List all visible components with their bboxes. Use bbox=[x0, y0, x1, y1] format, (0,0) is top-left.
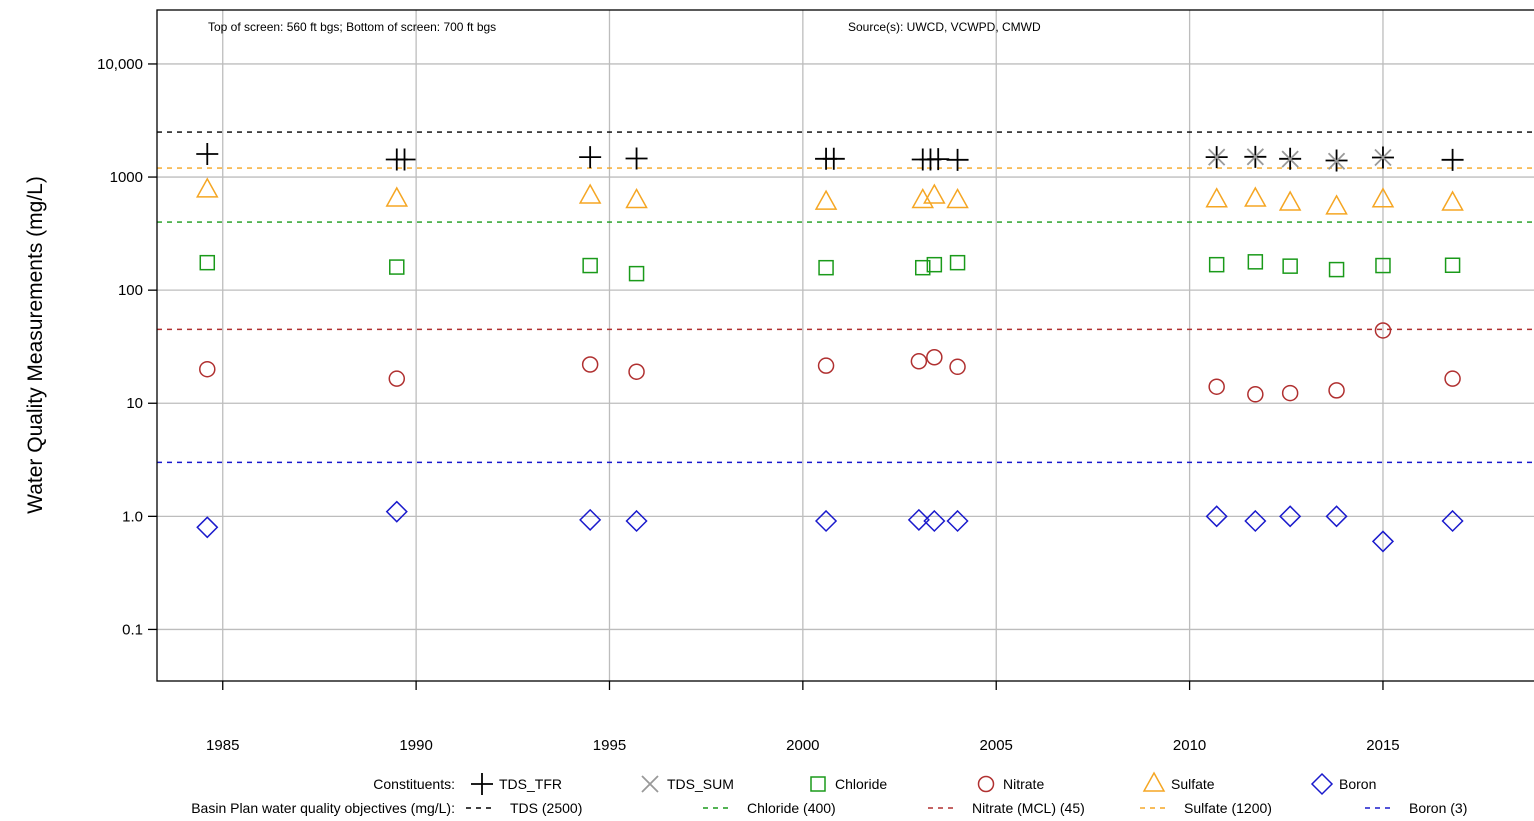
x-axis: 1985 1990 1995 2000 2005 2010 2015 bbox=[206, 681, 1400, 754]
legend-label-tds-tfr: TDS_TFR bbox=[499, 776, 562, 792]
point-nitrate bbox=[583, 357, 598, 372]
point-sulfate bbox=[580, 185, 600, 203]
point-sulfate bbox=[197, 179, 217, 197]
point-nitrate bbox=[819, 358, 834, 373]
x-tick-label: 1995 bbox=[593, 737, 626, 754]
legend-marker-boron bbox=[1312, 774, 1332, 794]
point-boron bbox=[627, 511, 647, 531]
x-tick-label: 1985 bbox=[206, 737, 239, 754]
point-boron bbox=[1245, 511, 1265, 531]
point-chloride bbox=[630, 267, 644, 281]
point-sulfate bbox=[1443, 192, 1463, 210]
legend-marker-chloride bbox=[811, 777, 825, 791]
point-boron bbox=[197, 517, 217, 537]
point-chloride bbox=[1283, 259, 1297, 273]
legend-marker-sulfate bbox=[1144, 773, 1164, 791]
legend-label-chloride: Chloride bbox=[835, 776, 887, 792]
point-sulfate bbox=[816, 191, 836, 209]
point-sulfate bbox=[924, 185, 944, 203]
point-boron bbox=[816, 511, 836, 531]
point-boron bbox=[387, 502, 407, 522]
point-chloride bbox=[1248, 255, 1262, 269]
point-nitrate bbox=[927, 350, 942, 365]
grid bbox=[157, 10, 1534, 681]
point-chloride bbox=[583, 259, 597, 273]
y-tick-label: 0.1 bbox=[122, 621, 143, 638]
y-tick-label: 1.0 bbox=[122, 508, 143, 525]
x-tick-label: 2015 bbox=[1366, 737, 1399, 754]
point-sulfate bbox=[627, 190, 647, 208]
point-chloride bbox=[1330, 263, 1344, 277]
legend-marker-tds-sum bbox=[642, 776, 658, 792]
series-tds-tfr bbox=[196, 143, 1463, 172]
legend-objective-label-tds-2500: TDS (2500) bbox=[510, 800, 582, 816]
point-nitrate bbox=[629, 364, 644, 379]
x-tick-label: 1990 bbox=[399, 737, 432, 754]
legend-objective-label-sulfate-1200: Sulfate (1200) bbox=[1184, 800, 1272, 816]
screen-note: Top of screen: 560 ft bgs; Bottom of scr… bbox=[208, 20, 496, 34]
point-tds-tfr bbox=[626, 147, 648, 169]
point-chloride bbox=[819, 261, 833, 275]
y-tick-label: 10 bbox=[126, 395, 143, 412]
x-tick-label: 2000 bbox=[786, 737, 819, 754]
source-note: Source(s): UWCD, VCWPD, CMWD bbox=[848, 20, 1041, 34]
x-tick-label: 2010 bbox=[1173, 737, 1206, 754]
point-chloride bbox=[1210, 258, 1224, 272]
legend-label-boron: Boron bbox=[1339, 776, 1376, 792]
point-nitrate bbox=[1283, 386, 1298, 401]
legend-objective-label-nitrate-mcl-45: Nitrate (MCL) (45) bbox=[972, 800, 1085, 816]
x-tick-label: 2005 bbox=[980, 737, 1013, 754]
point-nitrate bbox=[911, 354, 926, 369]
legend-constituents-title: Constituents: bbox=[373, 776, 455, 792]
legend-objective-label-boron-3: Boron (3) bbox=[1409, 800, 1467, 816]
legend-objectives-title: Basin Plan water quality objectives (mg/… bbox=[191, 800, 455, 816]
point-chloride bbox=[390, 260, 404, 274]
point-sulfate bbox=[948, 190, 968, 208]
y-tick-label: 10,000 bbox=[97, 56, 143, 73]
legend-marker-tds-tfr bbox=[471, 773, 493, 795]
point-nitrate bbox=[200, 362, 215, 377]
point-nitrate bbox=[950, 359, 965, 374]
point-nitrate bbox=[1248, 387, 1263, 402]
plot-frame bbox=[157, 10, 1534, 681]
objective-lines bbox=[157, 132, 1534, 462]
point-sulfate bbox=[1207, 189, 1227, 207]
legend-label-nitrate: Nitrate bbox=[1003, 776, 1044, 792]
point-boron bbox=[580, 510, 600, 530]
legend: Constituents: Basin Plan water quality o… bbox=[191, 773, 1467, 816]
point-sulfate bbox=[1245, 188, 1265, 206]
point-tds-tfr bbox=[579, 146, 601, 168]
y-tick-label: 1000 bbox=[110, 169, 143, 186]
point-sulfate bbox=[387, 188, 407, 206]
data-points bbox=[196, 143, 1463, 551]
series-nitrate bbox=[200, 323, 1460, 402]
point-sulfate bbox=[1280, 192, 1300, 210]
series-boron bbox=[197, 502, 1462, 552]
point-boron bbox=[1443, 511, 1463, 531]
point-nitrate bbox=[389, 371, 404, 386]
y-axis: 0.1 1.0 10 100 1000 10,000 bbox=[97, 56, 157, 638]
series-chloride bbox=[200, 255, 1459, 281]
point-chloride bbox=[951, 256, 965, 270]
legend-marker-nitrate bbox=[979, 777, 994, 792]
legend-label-tds-sum: TDS_SUM bbox=[667, 776, 734, 792]
legend-objective-label-chloride-400: Chloride (400) bbox=[747, 800, 836, 816]
point-sulfate bbox=[1327, 196, 1347, 214]
y-tick-label: 100 bbox=[118, 282, 143, 299]
point-nitrate bbox=[1209, 379, 1224, 394]
y-axis-label: Water Quality Measurements (mg/L) bbox=[24, 176, 47, 514]
series-sulfate bbox=[197, 179, 1462, 214]
point-nitrate bbox=[1445, 371, 1460, 386]
point-chloride bbox=[200, 256, 214, 270]
point-tds-tfr bbox=[196, 143, 218, 165]
point-chloride bbox=[1446, 258, 1460, 272]
legend-label-sulfate: Sulfate bbox=[1171, 776, 1215, 792]
point-boron bbox=[948, 511, 968, 531]
point-nitrate bbox=[1329, 383, 1344, 398]
